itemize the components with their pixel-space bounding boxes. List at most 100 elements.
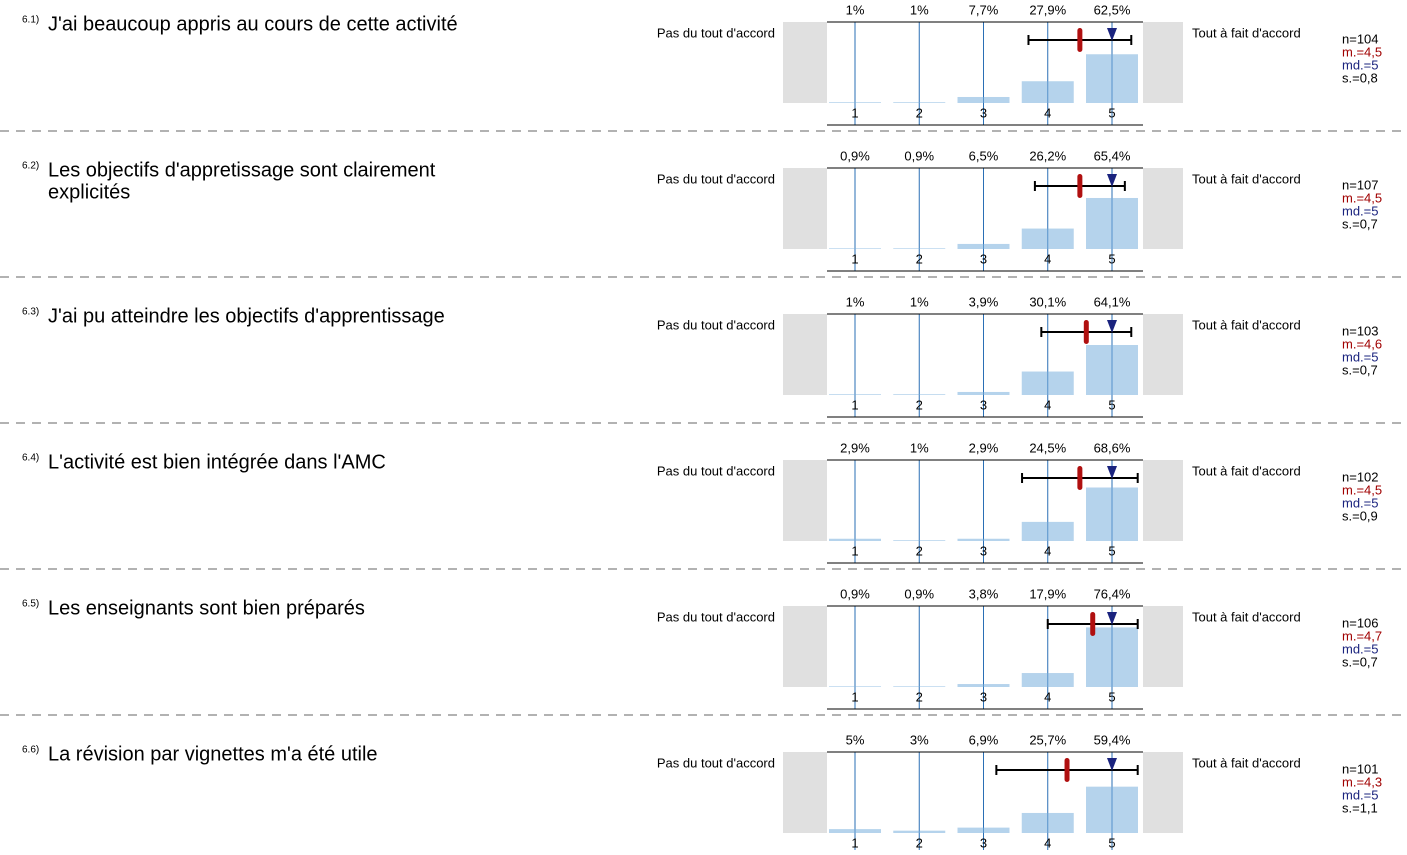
bar [1086, 786, 1138, 833]
percent-label: 7,7% [969, 2, 999, 17]
percent-label: 68,6% [1094, 440, 1131, 455]
right-label: Tout à fait d'accord [1192, 463, 1301, 478]
bar [1021, 81, 1074, 103]
scale-label: 1 [851, 689, 858, 704]
gray-box [783, 314, 827, 395]
bar [1086, 54, 1138, 103]
stat-mean-label: m.=4,6 [1342, 336, 1382, 351]
median-marker [1107, 320, 1117, 333]
bar [829, 829, 881, 833]
stat-n-label: n=107 [1342, 177, 1379, 192]
bar [1086, 197, 1138, 249]
gray-box [783, 606, 827, 687]
stat-n-label: n=102 [1342, 469, 1379, 484]
scale-label: 5 [1108, 251, 1115, 266]
scale-label: 3 [980, 835, 987, 850]
percent-label: 0,9% [840, 586, 870, 601]
scale-label: 4 [1044, 105, 1051, 120]
bar [1021, 228, 1074, 249]
bar [1086, 487, 1138, 541]
stat-sd-label: s.=0,7 [1342, 362, 1378, 377]
left-label: Pas du tout d'accord [657, 755, 775, 770]
question-number: 6.2) [22, 161, 39, 172]
scale-label: 4 [1044, 251, 1051, 266]
right-label: Tout à fait d'accord [1192, 171, 1301, 186]
stat-sd-label: s.=0,7 [1342, 654, 1378, 669]
percent-label: 30,1% [1029, 294, 1066, 309]
scale-label: 4 [1044, 835, 1051, 850]
bar [957, 827, 1010, 833]
scale-label: 2 [916, 689, 923, 704]
percent-label: 3% [910, 732, 929, 747]
stat-n-label: n=106 [1342, 615, 1379, 630]
question-text: J'ai pu atteindre les objectifs d'appren… [48, 305, 445, 327]
bar [1086, 627, 1138, 687]
stat-sd-label: s.=0,7 [1342, 216, 1378, 231]
left-label: Pas du tout d'accord [657, 25, 775, 40]
bar [829, 686, 881, 687]
median-marker [1107, 758, 1117, 771]
stat-mean-label: m.=4,5 [1342, 190, 1382, 205]
left-label: Pas du tout d'accord [657, 609, 775, 624]
gray-box [1143, 168, 1183, 249]
scale-label: 4 [1044, 397, 1051, 412]
percent-label: 1% [846, 294, 865, 309]
gray-box [1143, 460, 1183, 541]
scale-label: 5 [1108, 105, 1115, 120]
gray-box [783, 460, 827, 541]
bar [957, 96, 1010, 103]
bar [1021, 812, 1074, 833]
mean-marker [1077, 174, 1083, 198]
percent-label: 1% [910, 2, 929, 17]
scale-label: 2 [916, 543, 923, 558]
gray-box [1143, 752, 1183, 833]
scale-label: 1 [851, 397, 858, 412]
percent-label: 5% [846, 732, 865, 747]
mean-marker [1077, 28, 1083, 52]
mean-marker [1083, 320, 1089, 344]
percent-label: 1% [910, 294, 929, 309]
percent-label: 59,4% [1094, 732, 1131, 747]
scale-label: 2 [916, 397, 923, 412]
question-text: Les objectifs d'appretissage sont claire… [48, 159, 436, 181]
question-number: 6.6) [22, 745, 39, 756]
question-text: La révision par vignettes m'a été utile [48, 743, 378, 765]
mean-marker [1090, 612, 1096, 636]
stat-mean-label: m.=4,7 [1342, 628, 1382, 643]
scale-label: 2 [916, 251, 923, 266]
scale-label: 5 [1108, 835, 1115, 850]
percent-label: 76,4% [1094, 586, 1131, 601]
bar [1021, 371, 1074, 395]
question-text: L'activité est bien intégrée dans l'AMC [48, 451, 386, 473]
percent-label: 65,4% [1094, 148, 1131, 163]
stat-n-label: n=104 [1342, 31, 1379, 46]
bar [829, 394, 881, 395]
right-label: Tout à fait d'accord [1192, 755, 1301, 770]
stat-median-label: md.=5 [1342, 349, 1379, 364]
bar [829, 538, 881, 541]
question-text: J'ai beaucoup appris au cours de cette a… [48, 13, 458, 35]
question-number: 6.4) [22, 453, 39, 464]
percent-label: 24,5% [1029, 440, 1066, 455]
stat-n-label: n=103 [1342, 323, 1379, 338]
scale-label: 3 [980, 105, 987, 120]
left-label: Pas du tout d'accord [657, 317, 775, 332]
median-marker [1107, 466, 1117, 479]
question-text: explicités [48, 181, 130, 203]
stat-median-label: md.=5 [1342, 495, 1379, 510]
bar [829, 248, 881, 249]
bar [893, 540, 946, 541]
percent-label: 26,2% [1029, 148, 1066, 163]
median-marker [1107, 612, 1117, 625]
bar [957, 243, 1010, 249]
bar [893, 686, 946, 687]
bar [893, 102, 946, 103]
mean-marker [1077, 466, 1083, 490]
scale-label: 3 [980, 251, 987, 266]
bar [829, 102, 881, 103]
scale-label: 4 [1044, 689, 1051, 704]
scale-label: 1 [851, 105, 858, 120]
stat-sd-label: s.=0,8 [1342, 70, 1378, 85]
stat-sd-label: s.=0,9 [1342, 508, 1378, 523]
